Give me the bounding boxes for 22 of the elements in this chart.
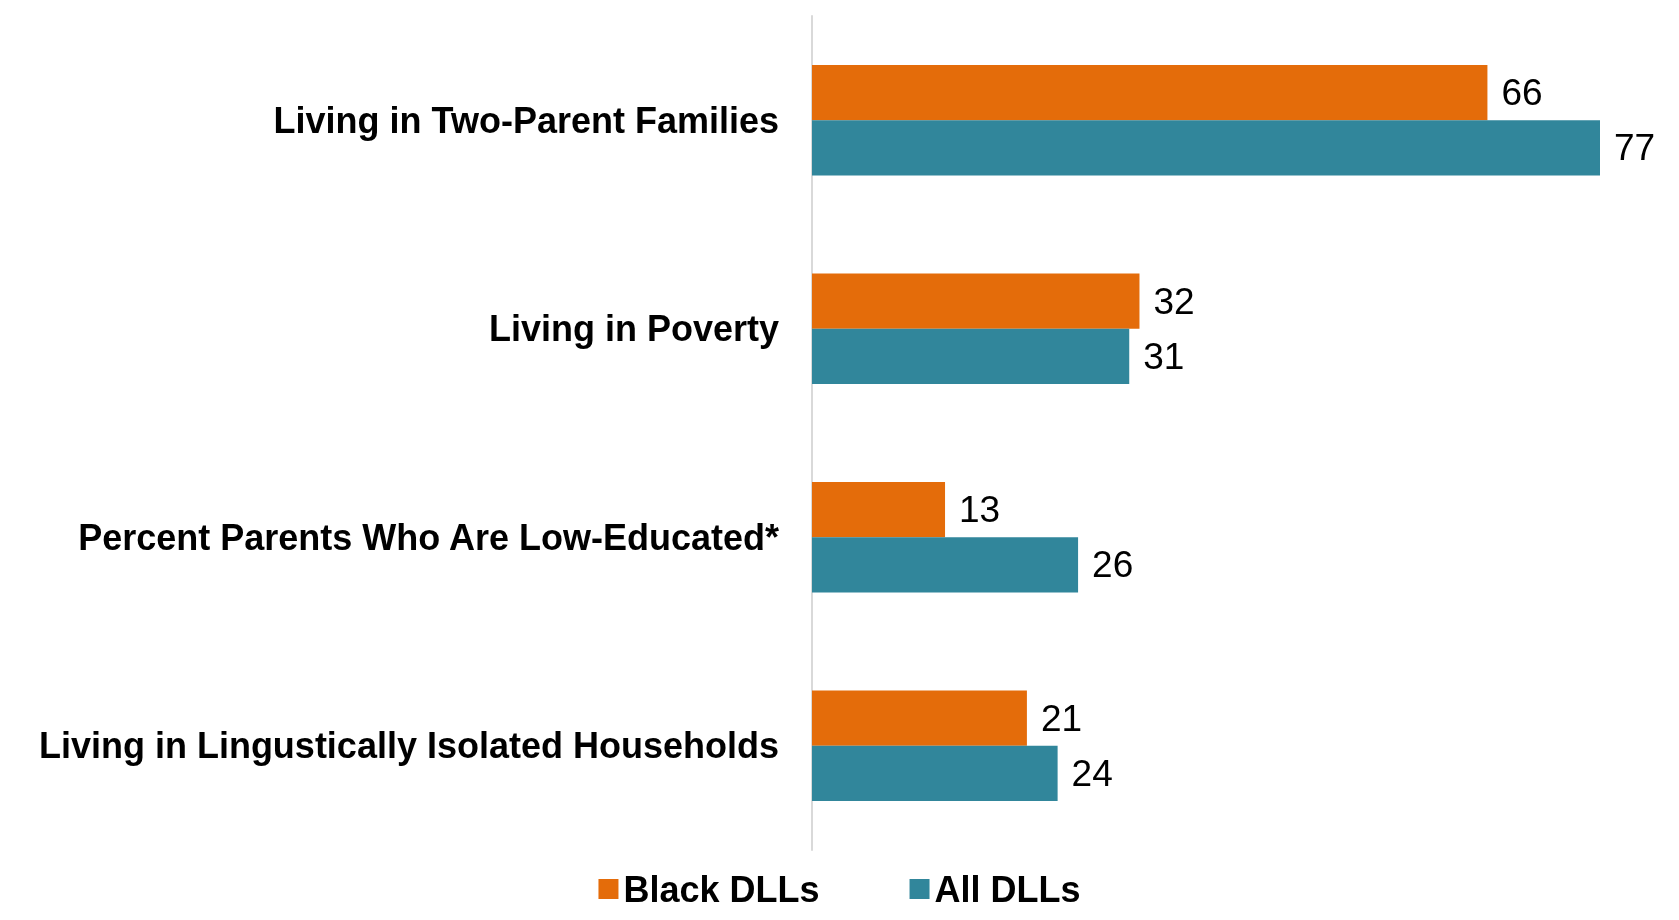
bar — [812, 273, 1140, 329]
bar — [812, 482, 946, 538]
bar — [812, 120, 1600, 176]
y-tick-label: Living in Poverty — [488, 308, 779, 350]
data-label: 24 — [1071, 752, 1113, 794]
y-tick-label: Living in Lingustically Isolated Households — [38, 725, 779, 767]
legend-label: All DLLs — [934, 868, 1081, 910]
y-tick-label: Living in Two-Parent Families — [273, 99, 779, 141]
legend-label: Black DLLs — [623, 868, 820, 910]
data-label: 13 — [959, 489, 1001, 531]
bar — [812, 690, 1027, 746]
bar — [812, 328, 1130, 384]
bar — [812, 537, 1079, 593]
data-label: 26 — [1092, 544, 1134, 586]
data-label: 32 — [1153, 280, 1195, 322]
bar — [812, 65, 1488, 121]
data-label: 21 — [1040, 697, 1083, 739]
data-label: 66 — [1501, 72, 1543, 114]
bar — [812, 745, 1058, 801]
data-label: 77 — [1614, 127, 1656, 169]
y-tick-label: Percent Parents Who Are Low-Educated* — [78, 516, 779, 558]
data-label: 31 — [1143, 335, 1185, 377]
